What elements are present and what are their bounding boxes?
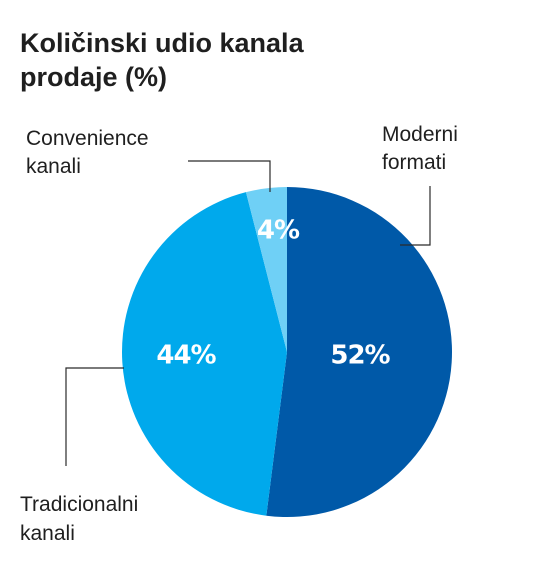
slice-value-labels: 52% 44% 4% — [156, 216, 391, 371]
callout-leaders — [65, 160, 431, 466]
pie-slice-2 — [245, 187, 287, 352]
chart-title-line-2: prodaje (%) — [20, 62, 168, 92]
callout-label-2: Convenience kanali — [26, 127, 149, 178]
callout-label-1-line-1: kanali — [20, 522, 75, 545]
pie-slices — [122, 187, 453, 518]
callout-label-0-line-0: Moderni — [382, 123, 458, 146]
chart-title-line-1: Količinski udio kanala — [20, 28, 304, 58]
callout-label-1: Tradicionalni kanali — [20, 493, 138, 545]
callout-label-0: Moderni formati — [382, 123, 458, 174]
callout-leader-0 — [400, 186, 431, 246]
slice-value-label-2: 4% — [257, 216, 300, 246]
pie-slice-0 — [266, 187, 453, 518]
callout-leader-2 — [188, 160, 271, 192]
chart-title: Količinski udio kanala prodaje (%) — [20, 26, 360, 94]
callout-label-2-line-0: Convenience — [26, 127, 149, 150]
callout-label-0-line-1: formati — [382, 151, 446, 174]
callout-leader-1 — [65, 367, 124, 466]
callout-label-2-line-1: kanali — [26, 155, 81, 178]
callout-label-1-line-0: Tradicionalni — [20, 493, 138, 516]
pie-slice-1 — [122, 192, 287, 516]
slice-value-label-1: 44% — [156, 341, 216, 371]
slice-value-label-0: 52% — [330, 341, 390, 371]
